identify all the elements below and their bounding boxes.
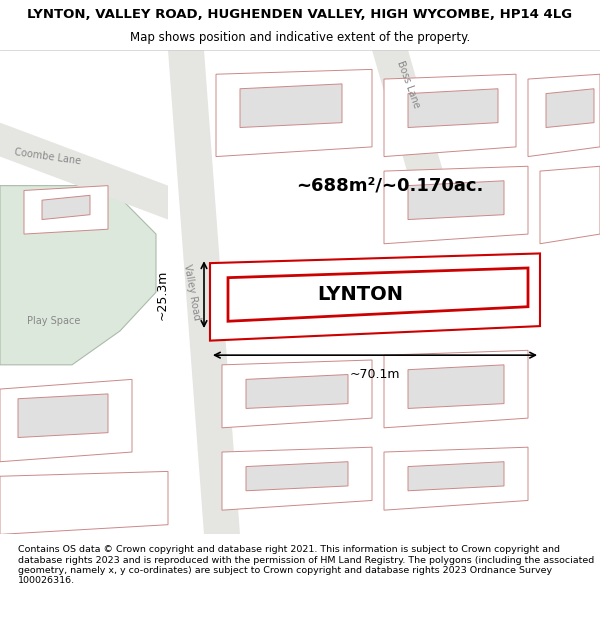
Text: Play Space: Play Space: [28, 316, 80, 326]
Text: Contains OS data © Crown copyright and database right 2021. This information is : Contains OS data © Crown copyright and d…: [18, 545, 594, 586]
Text: LYNTON, VALLEY ROAD, HUGHENDEN VALLEY, HIGH WYCOMBE, HP14 4LG: LYNTON, VALLEY ROAD, HUGHENDEN VALLEY, H…: [28, 8, 572, 21]
Text: Coombe Lane: Coombe Lane: [14, 147, 82, 166]
Polygon shape: [0, 122, 168, 219]
Polygon shape: [384, 350, 528, 428]
Polygon shape: [408, 462, 504, 491]
Polygon shape: [228, 268, 528, 321]
Text: LYNTON: LYNTON: [317, 285, 403, 304]
Polygon shape: [216, 69, 372, 156]
Polygon shape: [528, 74, 600, 156]
Polygon shape: [222, 448, 372, 510]
Polygon shape: [540, 166, 600, 244]
Polygon shape: [168, 50, 240, 534]
Polygon shape: [408, 365, 504, 409]
Polygon shape: [546, 89, 594, 127]
Polygon shape: [372, 50, 450, 195]
Text: Valley Road: Valley Road: [182, 263, 202, 321]
Polygon shape: [384, 448, 528, 510]
Polygon shape: [384, 74, 516, 156]
Text: Map shows position and indicative extent of the property.: Map shows position and indicative extent…: [130, 31, 470, 44]
Text: ~688m²/~0.170ac.: ~688m²/~0.170ac.: [296, 177, 484, 194]
Text: ~70.1m: ~70.1m: [350, 368, 400, 381]
Polygon shape: [222, 360, 372, 428]
Polygon shape: [408, 89, 498, 127]
Polygon shape: [210, 254, 540, 341]
Polygon shape: [246, 462, 348, 491]
Polygon shape: [246, 374, 348, 409]
Text: Boss Lane: Boss Lane: [395, 59, 421, 109]
Text: ~25.3m: ~25.3m: [155, 269, 169, 320]
Polygon shape: [240, 84, 342, 127]
Polygon shape: [0, 471, 168, 534]
Polygon shape: [384, 166, 528, 244]
Polygon shape: [0, 379, 132, 462]
Polygon shape: [18, 394, 108, 438]
Polygon shape: [24, 186, 108, 234]
Polygon shape: [408, 181, 504, 219]
Polygon shape: [0, 186, 156, 365]
Polygon shape: [42, 195, 90, 219]
